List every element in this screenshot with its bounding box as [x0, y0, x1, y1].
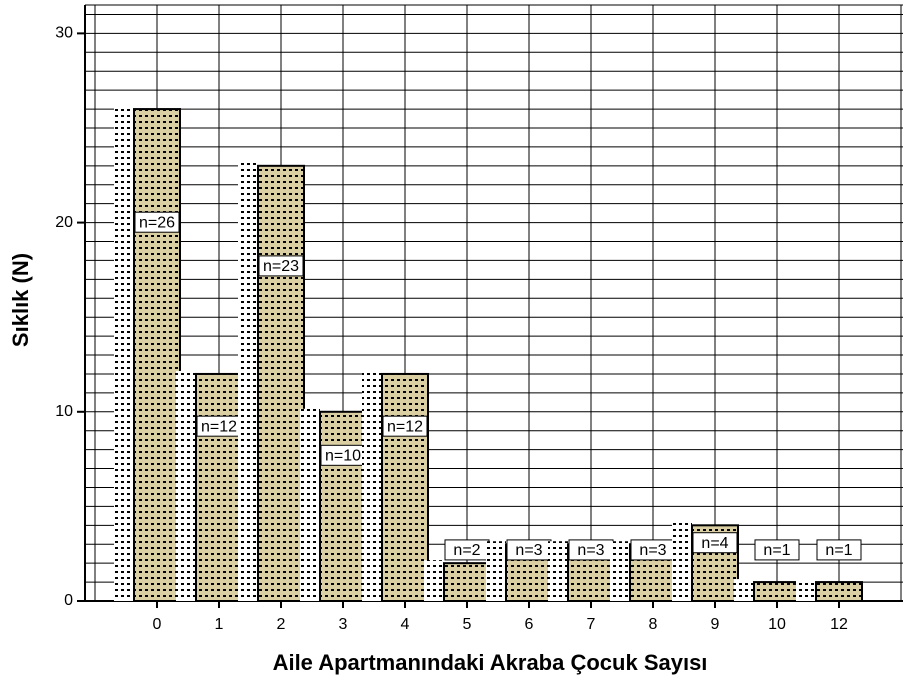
bar-shadow [734, 579, 754, 601]
value-label: n=3 [639, 542, 666, 559]
x-tick-label: 8 [649, 616, 658, 633]
y-tick-label: 20 [55, 214, 73, 231]
value-label-box [258, 255, 304, 277]
x-tick-label: 4 [401, 616, 410, 633]
value-label-box [382, 415, 428, 437]
value-label: n=1 [825, 542, 852, 559]
bar-shadow [672, 522, 692, 601]
bar [815, 581, 863, 602]
y-tick-label: 30 [55, 25, 73, 42]
value-label: n=10 [325, 448, 361, 465]
x-tick-label: 7 [587, 616, 596, 633]
value-label: n=12 [387, 418, 423, 435]
bar-shadow [610, 541, 630, 601]
value-label: n=3 [515, 542, 542, 559]
bar [753, 581, 801, 602]
value-label: n=23 [263, 258, 299, 275]
value-label: n=2 [453, 542, 480, 559]
bar-shadow [114, 106, 134, 602]
x-tick-label: 9 [711, 616, 720, 633]
x-tick-label: 10 [768, 616, 786, 633]
x-tick-label: 5 [463, 616, 472, 633]
bar-shadow [300, 408, 320, 601]
value-label: n=1 [763, 542, 790, 559]
bar-shadow [176, 370, 196, 601]
bar-shadow [486, 541, 506, 601]
x-axis-label: Aile Apartmanındaki Akraba Çocuk Sayısı [273, 650, 708, 675]
bar-shadow [796, 579, 816, 601]
x-tick-label: 6 [525, 616, 534, 633]
bar [133, 108, 181, 602]
bar [257, 164, 305, 602]
y-tick-label: 0 [64, 592, 73, 609]
x-tick-label: 2 [277, 616, 286, 633]
value-label: n=12 [201, 418, 237, 435]
bar-shadow [548, 541, 568, 601]
bar [381, 372, 429, 603]
y-axis-label: Sıklık (N) [8, 253, 33, 347]
bar [443, 562, 491, 603]
value-label: n=26 [139, 214, 175, 231]
bar-shadow [424, 560, 444, 601]
x-tick-label: 12 [830, 616, 848, 633]
value-label-box [134, 211, 180, 233]
y-tick-label: 10 [55, 403, 73, 420]
bar [319, 410, 367, 602]
x-tick-label: 3 [339, 616, 348, 633]
value-label-box [816, 539, 862, 561]
bar-shadow [238, 162, 258, 602]
value-label-box [692, 532, 738, 554]
x-tick-label: 1 [215, 616, 224, 633]
bar-shadow [362, 370, 382, 601]
value-label-box [754, 539, 800, 561]
bar [195, 372, 243, 603]
value-label: n=4 [701, 535, 728, 552]
x-tick-label: 0 [153, 616, 162, 633]
value-label: n=3 [577, 542, 604, 559]
